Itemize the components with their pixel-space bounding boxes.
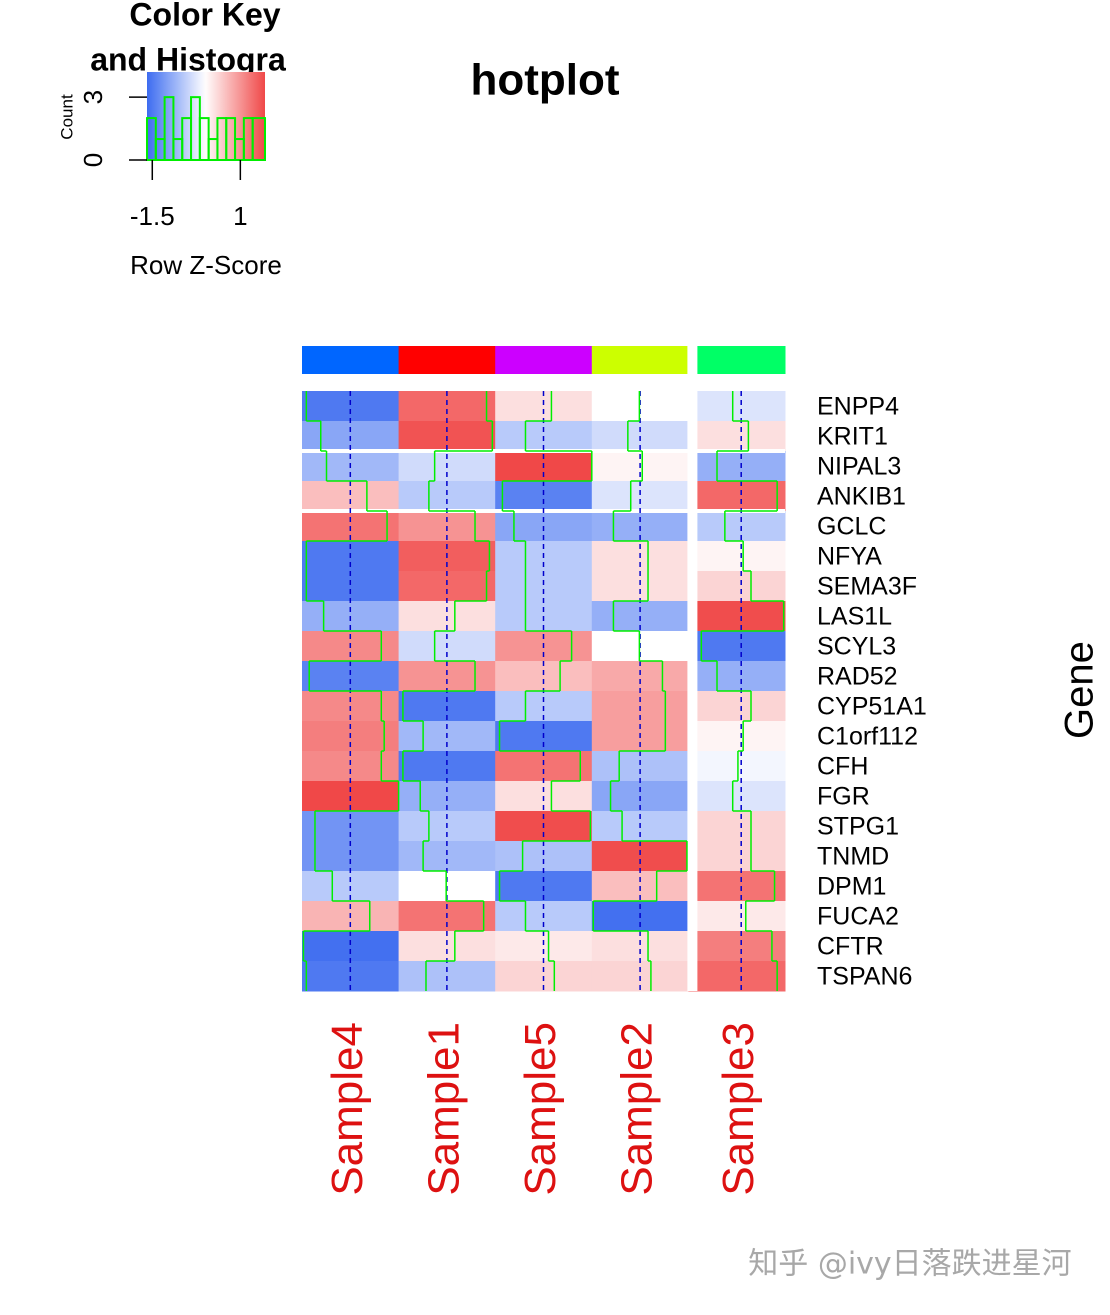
- heatmap-cell: [688, 961, 786, 992]
- heatmap-cell: [688, 451, 786, 482]
- heatmap-cell: [398, 841, 496, 872]
- key-gradient: [147, 72, 265, 160]
- heatmap-cell: [688, 511, 786, 542]
- column-side-color: [302, 346, 400, 374]
- row-label: CFH: [817, 753, 868, 781]
- row-label: TSPAN6: [817, 963, 912, 991]
- heatmap-cell: [302, 391, 400, 422]
- histogram-bar: [163, 96, 175, 162]
- row-label: ANKIB1: [817, 483, 906, 511]
- heatmap-cell: [688, 811, 786, 842]
- heatmap-cell: [591, 841, 689, 872]
- column-side-color: [688, 346, 786, 374]
- heatmap-cell: [398, 931, 496, 962]
- row-label: STPG1: [817, 813, 899, 841]
- key-y-tick-label: 3: [78, 90, 108, 104]
- row-label: FGR: [817, 783, 870, 811]
- heatmap-cell: [591, 391, 689, 422]
- heatmap-cell: [495, 931, 593, 962]
- heatmap-cell: [688, 781, 786, 812]
- row-label: ENPP4: [817, 393, 899, 421]
- heatmap-cell: [688, 901, 786, 932]
- row-label: NFYA: [817, 543, 882, 571]
- key-title: and Histogra: [90, 41, 286, 77]
- key-x-tick-label: -1.5: [130, 201, 175, 231]
- heatmap-cell: [591, 571, 689, 602]
- column-separator: [687, 340, 698, 991]
- heatmap-cell: [688, 691, 786, 722]
- key-y-label: Count: [57, 94, 76, 140]
- column-side-color: [398, 346, 496, 374]
- row-label: RAD52: [817, 663, 898, 691]
- heatmap-cell: [398, 661, 496, 692]
- watermark: 知乎 @ivy日落跌进星河: [748, 1247, 1071, 1282]
- row-label: C1orf112: [817, 723, 918, 751]
- row-label: KRIT1: [817, 423, 888, 451]
- heatmap-cell: [495, 481, 593, 512]
- heatmap-cell: [688, 391, 786, 422]
- heatmap-cell: [688, 661, 786, 692]
- heatmap-cell: [688, 541, 786, 572]
- y-axis-label: Gene: [1058, 641, 1102, 739]
- heatmap-cell: [302, 571, 400, 602]
- heatmap-cell: [688, 841, 786, 872]
- row-label: CYP51A1: [817, 693, 927, 721]
- heatmap-cell: [495, 751, 593, 782]
- key-x-label: Row Z-Score: [130, 250, 282, 280]
- heatmap-cell: [591, 481, 689, 512]
- heatmap-cell: [688, 571, 786, 602]
- heatmap-cell: [688, 631, 786, 662]
- key-title: Color Key: [129, 0, 280, 32]
- heatmap-cell: [591, 661, 689, 692]
- heatmap-cell: [302, 661, 400, 692]
- heatmap-cell: [495, 571, 593, 602]
- row-label: FUCA2: [817, 903, 899, 931]
- row-label: CFTR: [817, 933, 884, 961]
- heatmap-cell: [302, 481, 400, 512]
- heatmap-cell: [302, 841, 400, 872]
- heatmap-cell: [495, 391, 593, 422]
- heatmap-cell: [591, 931, 689, 962]
- heatmap-cell: [398, 571, 496, 602]
- heatmap-cell: [591, 751, 689, 782]
- row-label: NIPAL3: [817, 453, 901, 481]
- row-label: SEMA3F: [817, 573, 917, 601]
- chart-title: hotplot: [470, 56, 619, 105]
- heatmap-cell: [398, 481, 496, 512]
- heatmap-cell: [688, 481, 786, 512]
- heatmap-cell: [398, 751, 496, 782]
- column-label: Sample5: [516, 1022, 565, 1196]
- heatmap-cell: [688, 601, 786, 632]
- heatmap-cell: [688, 421, 786, 452]
- heatmap-cell: [495, 841, 593, 872]
- heatmap-cell: [495, 661, 593, 692]
- key-x-tick-label: 1: [233, 201, 247, 231]
- column-side-color: [495, 346, 593, 374]
- heatmap-cell: [688, 931, 786, 962]
- column-label: Sample4: [323, 1022, 372, 1196]
- heatmap-cell: [688, 751, 786, 782]
- heatmap-cell: [688, 871, 786, 902]
- row-label: SCYL3: [817, 633, 896, 661]
- heatmap-cell: [302, 751, 400, 782]
- row-label: TNMD: [817, 843, 889, 871]
- row-label: DPM1: [817, 873, 886, 901]
- heatmap-cell: [688, 721, 786, 752]
- column-label: Sample3: [714, 1022, 763, 1196]
- row-label: GCLC: [817, 513, 886, 541]
- row-label: LAS1L: [817, 603, 892, 631]
- column-side-color: [591, 346, 689, 374]
- key-y-tick-label: 0: [78, 153, 108, 167]
- histogram-bar: [251, 117, 267, 161]
- column-label: Sample2: [613, 1022, 662, 1196]
- column-label: Sample1: [420, 1022, 469, 1196]
- heatmap-cell: [302, 931, 400, 962]
- heatmap-cell: [398, 391, 496, 422]
